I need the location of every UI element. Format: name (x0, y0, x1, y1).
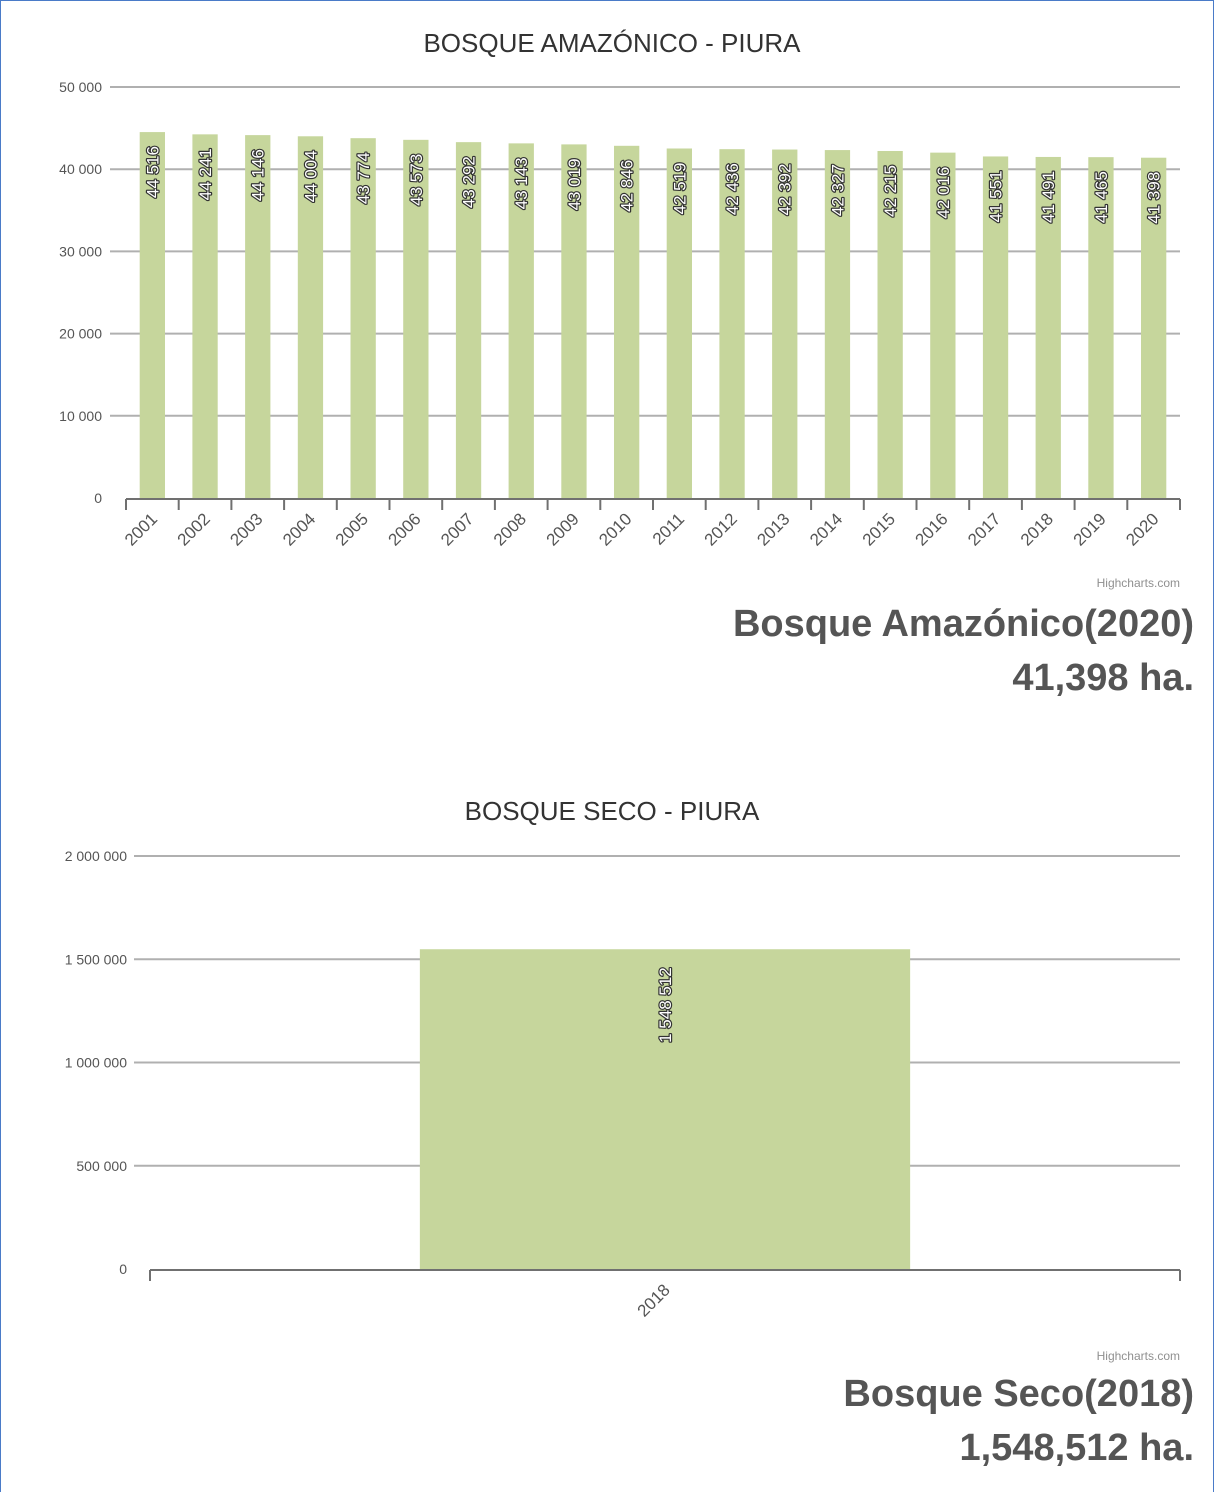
amazon-x-tick-label: 2017 (964, 509, 1004, 549)
amazon-x-tick-label: 2020 (1122, 509, 1162, 549)
dry-forest-summary: Bosque Seco(2018) 1,548,512 ha. (843, 1372, 1194, 1470)
amazon-x-tick-label: 2019 (1070, 509, 1110, 549)
amazon-data-label: 43 292 (460, 156, 479, 208)
amazon-bar (877, 150, 903, 498)
amazon-bar (245, 135, 271, 498)
amazon-data-label: 42 327 (828, 164, 847, 216)
amazon-data-label: 42 392 (776, 164, 795, 216)
dry-forest-chart: BOSQUE SECO - PIURA 0 500 000 1 000 000 1 50… (0, 770, 1214, 1370)
amazon-bar (561, 144, 587, 498)
amazon-bar (192, 134, 218, 498)
amazon-x-tick-label: 2009 (543, 509, 583, 549)
amazon-x-tick-label: 2004 (279, 509, 319, 549)
amazon-x-tick-label: 2013 (753, 509, 793, 549)
amazon-bar (455, 142, 482, 498)
amazon-forest-summary-title: Bosque Amazónico(2020) (732, 603, 1194, 645)
amazon-y-tick-label: 30 000 (59, 243, 102, 259)
amazon-x-tick-label: 2006 (384, 509, 424, 549)
amazon-data-label: 42 016 (934, 167, 953, 219)
amazon-x-tick-label: 2007 (437, 509, 477, 549)
amazon-x-tick-label: 2018 (1017, 509, 1057, 549)
amazon-y-tick-label: 50 000 (59, 79, 102, 95)
amazon-x-tick-label: 2011 (649, 509, 688, 548)
amazon-data-label: 41 465 (1092, 171, 1111, 223)
amazon-x-tick-label: 2002 (174, 509, 214, 549)
amazon-data-label: 43 774 (354, 152, 373, 204)
amazon-bar (614, 145, 640, 498)
amazon-x-tick-label: 2003 (226, 509, 266, 549)
amazon-data-label: 44 516 (143, 146, 162, 198)
amazon-data-label: 42 519 (670, 162, 689, 214)
amazon-bar (982, 156, 1009, 498)
dry-forest-chart-svg: BOSQUE SECO - PIURA 0 500 000 1 000 000 1 50… (65, 796, 1181, 1363)
amazon-x-tick-label: 2012 (701, 509, 741, 549)
dry-y-tick-label: 1 000 000 (65, 1055, 127, 1071)
amazon-bar (350, 138, 376, 498)
dry-forest-summary-value: 1,548,512 ha. (959, 1427, 1194, 1469)
amazon-x-tick-label: 2008 (490, 509, 530, 549)
amazon-x-tick-label: 2001 (121, 509, 161, 549)
amazon-y-tick-label: 0 (94, 490, 102, 506)
dry-y-tick-label: 0 (119, 1261, 127, 1277)
amazon-forest-summary-value: 41,398 ha. (1012, 657, 1194, 699)
amazon-data-label: 41 398 (1145, 172, 1164, 224)
amazon-x-tick-label: 2014 (806, 509, 846, 549)
amazon-bar (1141, 157, 1167, 498)
amazon-data-label: 43 573 (407, 154, 426, 206)
amazon-bar (139, 132, 165, 498)
amazon-x-tick-label: 2005 (332, 509, 372, 549)
amazon-bar (930, 152, 956, 498)
amazon-y-tick-label: 20 000 (59, 326, 102, 342)
amazon-data-label: 41 551 (987, 170, 1006, 222)
amazon-y-tick-label: 40 000 (59, 161, 102, 177)
amazon-data-label: 43 019 (565, 158, 584, 210)
amazon-data-label: 44 146 (249, 149, 268, 201)
dry-chart-title: BOSQUE SECO - PIURA (465, 796, 760, 826)
amazon-data-label: 44 004 (301, 150, 320, 202)
dry-y-tick-label: 1 500 000 (65, 951, 127, 967)
amazon-forest-chart-svg: BOSQUE AMAZÓNICO - PIURA 0 10 000 20 000 30 … (59, 28, 1181, 590)
amazon-bar (824, 150, 851, 498)
amazon-bar (719, 149, 745, 498)
dry-credit: Highcharts.com (1097, 1349, 1180, 1363)
amazon-data-label: 42 215 (881, 165, 900, 217)
amazon-x-tick-label: 2015 (859, 509, 899, 549)
amazon-bar (403, 139, 429, 498)
dry-forest-summary-title: Bosque Seco(2018) (843, 1373, 1194, 1415)
amazon-x-tick-label: 2016 (911, 509, 951, 549)
amazon-bar (1035, 156, 1061, 499)
amazon-bar (1088, 157, 1114, 498)
amazon-bar (297, 136, 324, 499)
amazon-data-label: 42 846 (618, 160, 637, 212)
amazon-credit: Highcharts.com (1097, 576, 1180, 590)
amazon-y-tick-label: 10 000 (59, 408, 102, 424)
dry-y-tick-label: 500 000 (76, 1158, 127, 1174)
dry-y-tick-label: 2 000 000 (65, 848, 127, 864)
amazon-data-label: 42 436 (723, 163, 742, 215)
amazon-bar (508, 143, 534, 498)
amazon-data-label: 41 491 (1039, 171, 1058, 223)
amazon-bar (666, 148, 692, 498)
dry-data-label: 1 548 512 (656, 967, 675, 1043)
amazon-bar (772, 149, 798, 498)
amazon-data-label: 44 241 (196, 148, 215, 200)
amazon-forest-summary: Bosque Amazónico(2020) 41,398 ha. (733, 602, 1194, 700)
amazon-data-label: 43 143 (512, 157, 531, 209)
dry-bar (419, 949, 911, 1269)
dry-x-tick-label: 2018 (634, 1280, 674, 1320)
amazon-forest-chart: BOSQUE AMAZÓNICO - PIURA 0 10 000 20 000 30 … (0, 0, 1214, 600)
amazon-chart-title: BOSQUE AMAZÓNICO - PIURA (423, 28, 801, 58)
amazon-x-tick-label: 2010 (595, 509, 635, 549)
